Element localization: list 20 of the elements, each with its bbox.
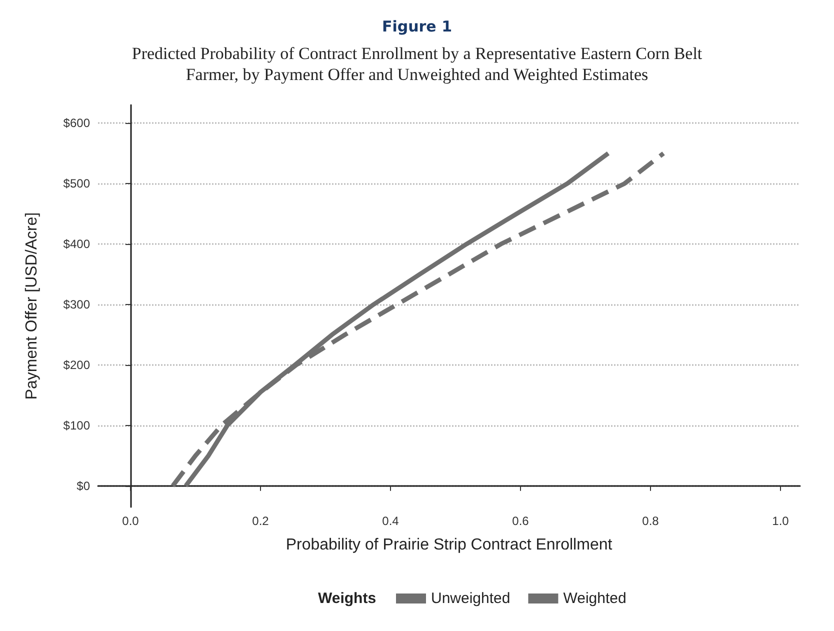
- y-axis-title: Payment Offer [USD/Acre]: [24, 212, 40, 400]
- chart-subtitle: Predicted Probability of Contract Enrollment by a Representative Eastern Corn Belt Farmer, by Payment Offer and Unweighted and Weighted Estimates: [132, 44, 702, 84]
- chart-title: Figure 1: [382, 18, 452, 36]
- legend-label: Weighted: [563, 590, 626, 607]
- legend-label: Unweighted: [431, 590, 510, 607]
- x-axis-title: Probability of Prairie Strip Contract Enrollment: [286, 536, 613, 554]
- x-tick-label: 0.6: [512, 514, 530, 528]
- x-tick-label: 1.0: [772, 514, 790, 528]
- y-tick-label: $300: [63, 297, 90, 312]
- y-tick-label: $500: [63, 176, 90, 191]
- y-tick-label: $400: [63, 237, 90, 252]
- x-tick-label: 0.8: [642, 514, 660, 528]
- x-tick-label: 0.0: [122, 514, 140, 528]
- y-tick-label: $600: [63, 116, 90, 130]
- x-tick-label: 0.2: [252, 514, 270, 528]
- x-tick-label: 0.4: [382, 514, 400, 528]
- legend-title: Weights: [318, 590, 376, 607]
- y-tick-label: $0: [76, 478, 90, 493]
- y-tick-label: $200: [63, 358, 90, 372]
- y-tick-label: $100: [63, 418, 90, 432]
